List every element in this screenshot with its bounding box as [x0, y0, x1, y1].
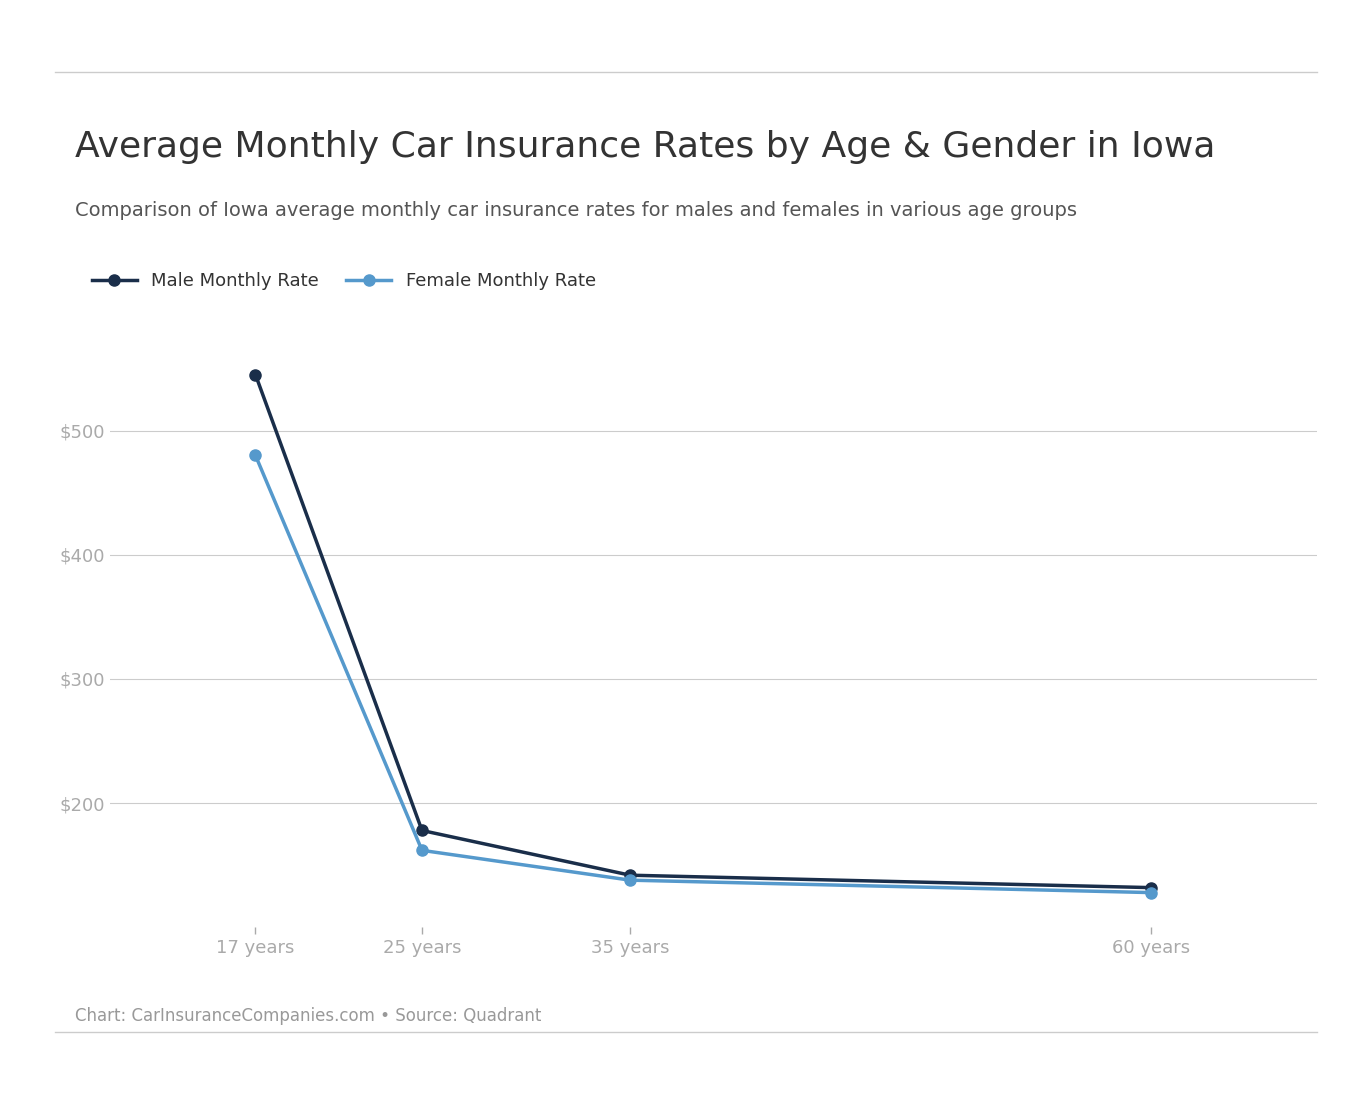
Legend: Male Monthly Rate, Female Monthly Rate: Male Monthly Rate, Female Monthly Rate [85, 265, 604, 298]
Text: Chart: CarInsuranceCompanies.com • Source: Quadrant: Chart: CarInsuranceCompanies.com • Sourc… [75, 1007, 542, 1025]
Text: Average Monthly Car Insurance Rates by Age & Gender in Iowa: Average Monthly Car Insurance Rates by A… [75, 130, 1216, 164]
Text: Comparison of Iowa average monthly car insurance rates for males and females in : Comparison of Iowa average monthly car i… [75, 201, 1077, 220]
